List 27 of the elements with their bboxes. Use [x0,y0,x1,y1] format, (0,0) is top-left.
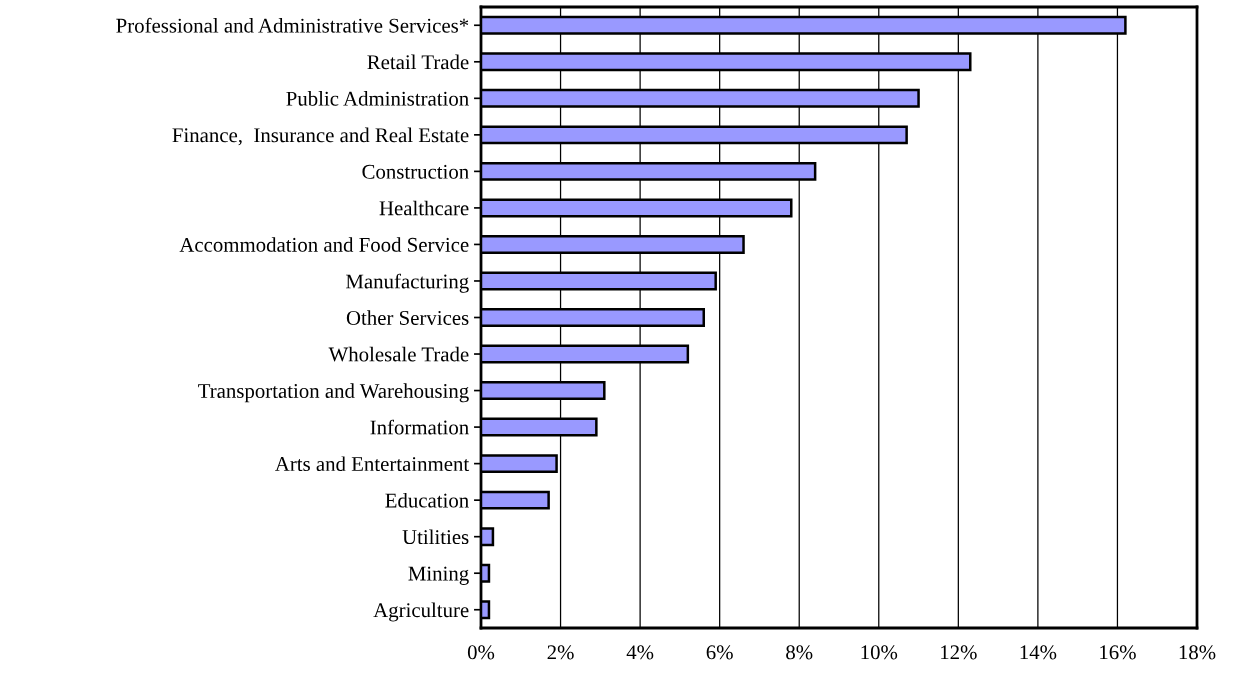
y-tick-label: Healthcare [379,200,469,216]
y-tick-label: Mining [408,566,469,585]
y-tick-label: Information [370,419,469,435]
x-tick-label: 14% [1020,645,1057,660]
x-tick-label: 12% [941,645,977,660]
y-tick-label: Wholesale Trade [328,346,469,362]
y-tick-label: Professional and Administrative Services* [116,17,469,33]
x-tick-label: 8% [786,645,813,660]
y-tick-label: Arts and Entertainment [275,456,470,472]
y-tick-label: Other Services [346,310,469,325]
x-tick-label: 0% [467,645,495,660]
y-tick-label: Construction [362,164,469,179]
y-tick-label: Utilities [402,529,469,545]
y-tick-label: Manufacturing [345,273,469,293]
x-tick-label: 18% [1179,645,1216,660]
y-tick-label: Education [385,492,469,508]
x-tick-label: 4% [626,645,654,660]
x-tick-label: 2% [547,645,574,660]
y-tick-label: Public Administration [286,91,469,106]
x-tick-label: 16% [1100,645,1136,660]
x-tick-label: 10% [861,645,898,660]
y-tick-label: Agriculture [373,602,469,622]
x-tick-label: 6% [706,645,733,660]
y-tick-label: Finance, Insurance and Real Estate [172,127,469,146]
y-tick-label: Transportation and Warehousing [198,383,469,403]
y-tick-label: Accommodation and Food Service [179,237,469,252]
y-tick-label: Retail Trade [367,54,469,70]
